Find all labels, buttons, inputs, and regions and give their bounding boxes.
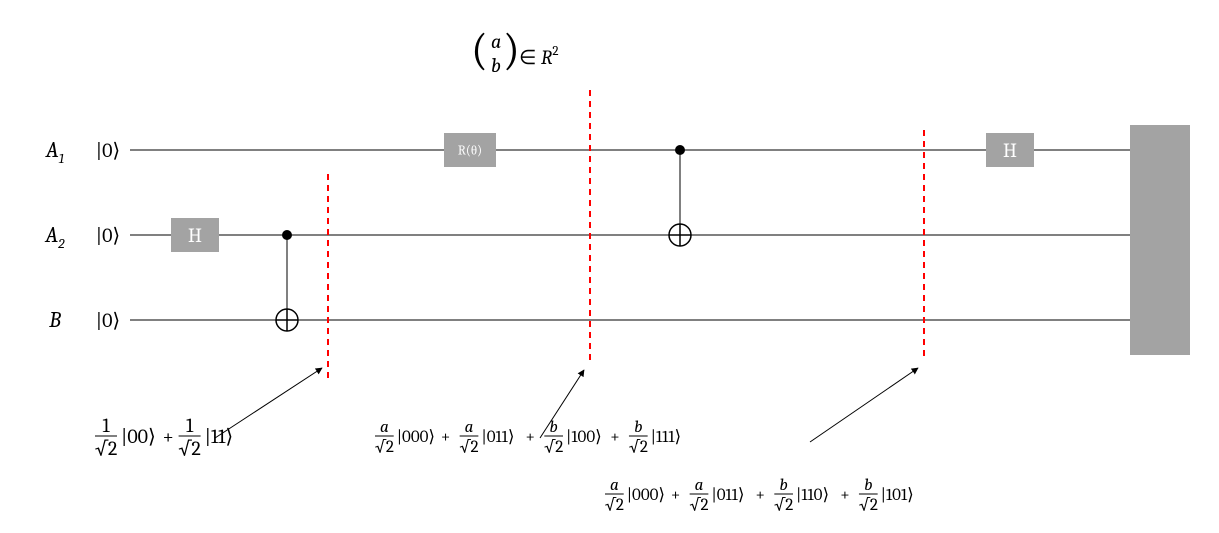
svg-text:+: + <box>671 486 680 505</box>
svg-text:a: a <box>380 418 389 437</box>
gate-h-a2-label: H <box>188 224 202 247</box>
cnot-a1-a2-ctrl <box>675 145 685 155</box>
svg-text:+: + <box>610 428 619 447</box>
svg-text:|110⟩: |110⟩ <box>796 486 829 505</box>
svg-text:b: b <box>634 418 642 437</box>
cnot-a2-b-ctrl <box>282 230 292 240</box>
svg-text:a: a <box>610 476 619 495</box>
svg-text:+: + <box>441 428 450 447</box>
svg-text:1: 1 <box>186 414 194 437</box>
top-ann-rparen: ) <box>503 24 520 75</box>
gate-h-a1-label: H <box>1003 139 1017 162</box>
svg-text:+: + <box>840 486 849 505</box>
svg-text:√2: √2 <box>629 438 648 457</box>
svg-text:√2: √2 <box>459 438 478 457</box>
svg-text:√2: √2 <box>774 496 793 515</box>
top-ann-a: a <box>491 30 501 53</box>
svg-text:|101⟩: |101⟩ <box>881 486 914 505</box>
arrow-state3 <box>810 368 918 442</box>
svg-text:b: b <box>779 476 787 495</box>
top-ann-lparen: ( <box>471 24 488 75</box>
svg-text:|00⟩: |00⟩ <box>121 425 156 448</box>
svg-text:|011⟩: |011⟩ <box>711 486 744 505</box>
top-ann-in-r2: ∈ R2 <box>519 44 558 69</box>
svg-text:√2: √2 <box>178 437 201 460</box>
wire-init-0: |0⟩ <box>96 139 120 162</box>
svg-text:+: + <box>526 428 535 447</box>
svg-text:|11⟩: |11⟩ <box>205 425 234 448</box>
wire-init-2: |0⟩ <box>96 309 120 332</box>
svg-text:|000⟩: |000⟩ <box>397 428 435 447</box>
svg-text:√2: √2 <box>375 438 394 457</box>
svg-text:|100⟩: |100⟩ <box>566 428 602 447</box>
top-ann-b: b <box>491 54 501 77</box>
svg-text:√2: √2 <box>689 496 708 515</box>
svg-text:a: a <box>695 476 704 495</box>
wire-label-1: A2 <box>44 222 65 252</box>
svg-text:√2: √2 <box>605 496 624 515</box>
gate-rtheta-a1-label: R(θ) <box>458 144 482 159</box>
svg-text:|011⟩: |011⟩ <box>481 428 514 447</box>
svg-text:√2: √2 <box>859 496 878 515</box>
svg-text:1: 1 <box>102 414 110 437</box>
svg-text:|111⟩: |111⟩ <box>651 428 681 447</box>
wire-label-2: B <box>48 307 61 333</box>
state-1: |00⟩ + |11⟩ <box>121 425 233 448</box>
wire-label-0: A1 <box>45 137 64 167</box>
svg-text:b: b <box>549 418 557 437</box>
wire-init-1: |0⟩ <box>96 224 120 247</box>
svg-text:b: b <box>864 476 872 495</box>
svg-text:|000⟩: |000⟩ <box>627 486 665 505</box>
svg-text:√2: √2 <box>95 437 118 460</box>
svg-text:a: a <box>465 418 474 437</box>
svg-text:+: + <box>163 425 174 448</box>
svg-text:+: + <box>756 486 765 505</box>
measure-block <box>1130 125 1190 355</box>
svg-text:√2: √2 <box>544 438 563 457</box>
